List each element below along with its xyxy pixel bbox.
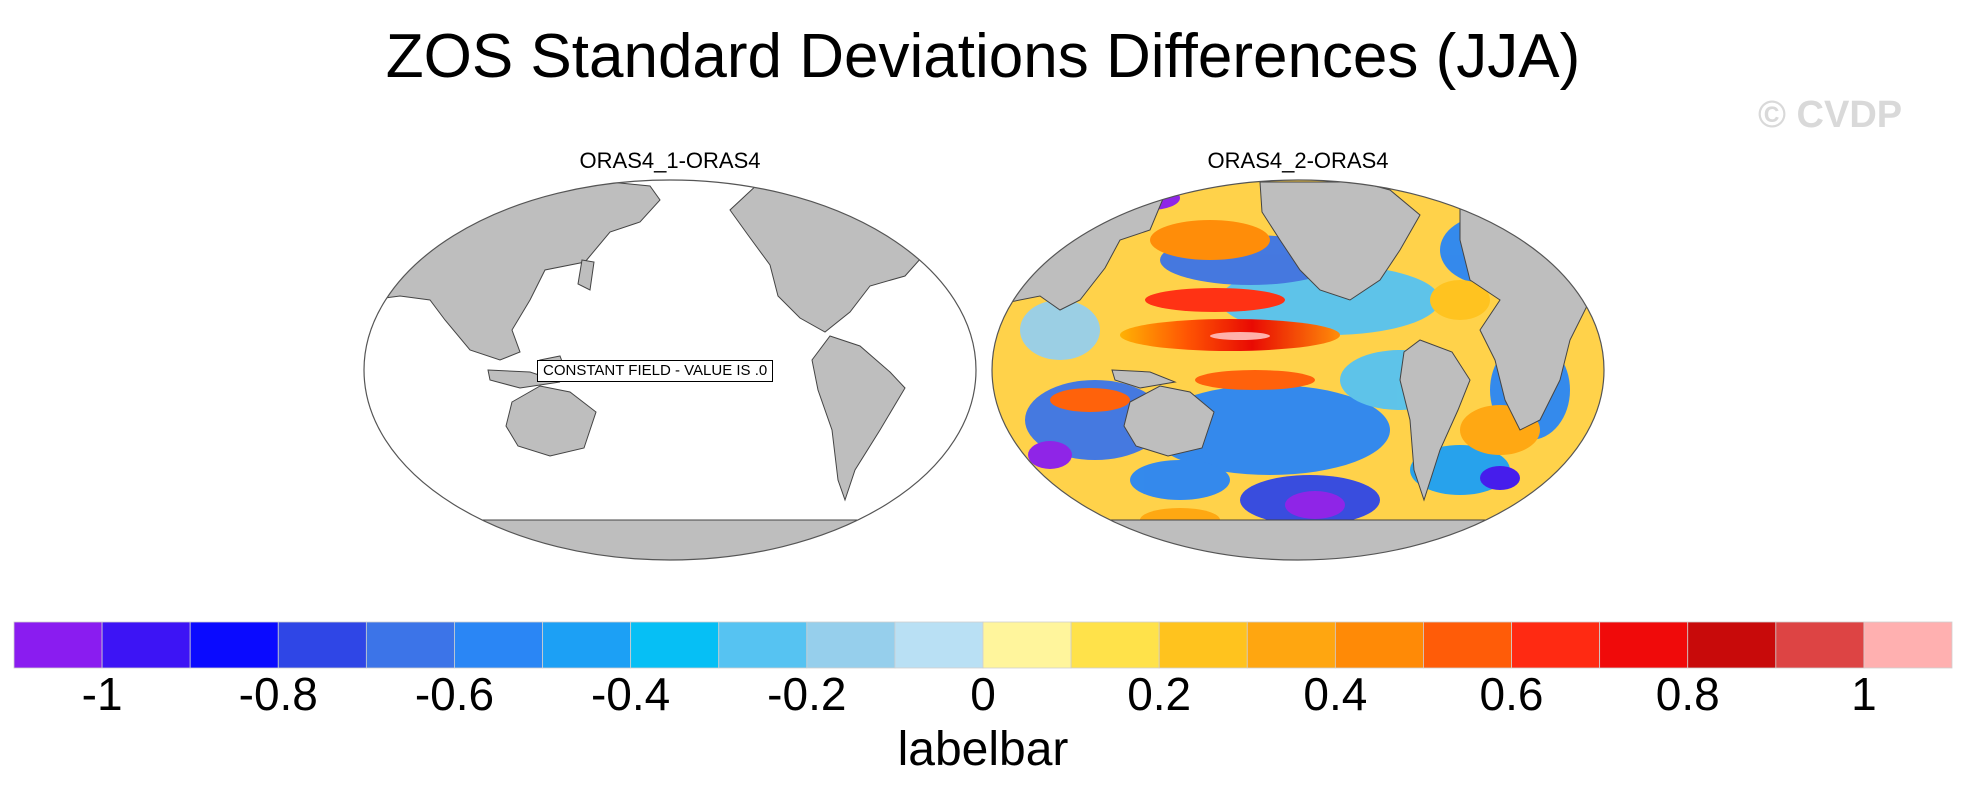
labelbar-box: [1070, 621, 1160, 669]
labelbar-box: [806, 621, 896, 669]
labelbar-box: [454, 621, 543, 669]
labelbar-box: [13, 621, 103, 669]
constant-field-annotation: CONSTANT FIELD - VALUE IS .0: [537, 360, 774, 382]
labelbar-box: [1334, 621, 1424, 669]
labelbar-boxes: [13, 621, 1953, 669]
labelbar-box: [1511, 621, 1601, 669]
labelbar-tick-label: -0.4: [590, 668, 671, 720]
labelbar-box: [1158, 621, 1248, 669]
labelbar-tick-label: -0.2: [767, 668, 847, 720]
labelbar-box: [1863, 621, 1953, 669]
labelbar-tick-label: 0.6: [1479, 668, 1544, 720]
cvdp-watermark: © CVDP: [1758, 94, 1903, 136]
figure-title: ZOS Standard Deviations Differences (JJA…: [385, 22, 1581, 91]
labelbar-tick-label: 0: [970, 668, 996, 720]
map-panel-2: [991, 179, 1605, 561]
labelbar-box: [101, 621, 191, 669]
labelbar-box: [718, 621, 808, 669]
labelbar-box: [982, 621, 1072, 669]
labelbar-tick-label: 0.4: [1303, 668, 1368, 720]
panel-2-title: ORAS4_2-ORAS4: [1207, 148, 1389, 173]
labelbar-box: [630, 621, 720, 669]
labelbar-box: [1687, 621, 1777, 669]
panel-1-title: ORAS4_1-ORAS4: [579, 148, 761, 173]
labelbar-tick-label: 0.8: [1655, 668, 1720, 720]
labelbar-box: [1246, 621, 1336, 669]
labelbar-tick-label: -1: [81, 668, 123, 720]
labelbar-title: labelbar: [897, 723, 1069, 776]
labelbar-tick-label: 0.2: [1127, 668, 1192, 720]
labelbar-box: [1775, 621, 1865, 669]
labelbar-tick-label: 1: [1851, 668, 1877, 720]
labelbar-box: [1599, 621, 1689, 669]
labelbar-box: [894, 621, 984, 669]
labelbar-tick-label: -0.6: [414, 668, 495, 720]
labelbar-box: [365, 621, 455, 669]
labelbar-box: [542, 621, 632, 669]
labelbar-tick-label: -0.8: [238, 668, 318, 720]
labelbar-box: [1423, 621, 1512, 669]
labelbar-box: [189, 621, 279, 669]
labelbar-box: [277, 621, 367, 669]
